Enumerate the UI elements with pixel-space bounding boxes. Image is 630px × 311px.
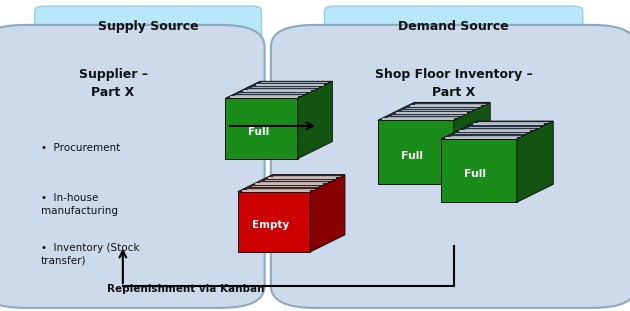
Text: Shop Floor Inventory –
Part X: Shop Floor Inventory – Part X xyxy=(375,68,532,100)
Text: Empty: Empty xyxy=(252,220,290,230)
Polygon shape xyxy=(441,121,553,139)
Polygon shape xyxy=(378,120,454,183)
Text: Demand Source: Demand Source xyxy=(398,20,509,33)
Text: Full: Full xyxy=(401,151,423,161)
Text: Supplier –
Part X: Supplier – Part X xyxy=(79,68,147,100)
Polygon shape xyxy=(238,175,345,192)
Text: •  Procurement: • Procurement xyxy=(41,143,120,153)
Polygon shape xyxy=(298,81,333,159)
Polygon shape xyxy=(226,81,333,98)
Polygon shape xyxy=(226,98,298,159)
Polygon shape xyxy=(454,102,490,183)
FancyBboxPatch shape xyxy=(271,25,630,308)
FancyBboxPatch shape xyxy=(35,6,261,47)
Text: Replenishment via Kanban: Replenishment via Kanban xyxy=(107,284,265,294)
Polygon shape xyxy=(517,121,553,202)
Text: •  In-house
manufacturing: • In-house manufacturing xyxy=(41,193,118,216)
Polygon shape xyxy=(378,102,490,120)
Polygon shape xyxy=(310,175,345,252)
Text: Full: Full xyxy=(464,169,486,179)
FancyBboxPatch shape xyxy=(324,6,583,47)
Text: Full: Full xyxy=(248,127,269,137)
Text: •  Inventory (Stock
transfer): • Inventory (Stock transfer) xyxy=(41,243,139,266)
Text: Supply Source: Supply Source xyxy=(98,20,198,33)
Polygon shape xyxy=(238,192,310,252)
FancyBboxPatch shape xyxy=(0,25,265,308)
Polygon shape xyxy=(441,139,517,202)
